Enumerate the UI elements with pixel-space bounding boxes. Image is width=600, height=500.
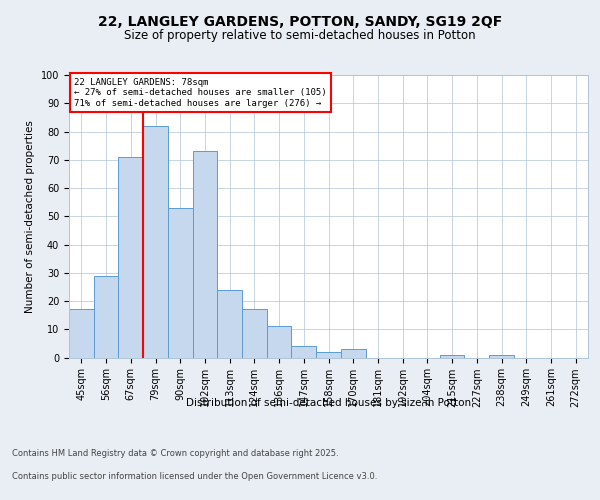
- Bar: [193, 152, 217, 358]
- Bar: [118, 157, 143, 358]
- Bar: [440, 354, 464, 358]
- Bar: [217, 290, 242, 358]
- Bar: [341, 349, 365, 358]
- Bar: [267, 326, 292, 358]
- Y-axis label: Number of semi-detached properties: Number of semi-detached properties: [25, 120, 35, 312]
- Bar: [69, 310, 94, 358]
- Bar: [168, 208, 193, 358]
- Text: Size of property relative to semi-detached houses in Potton: Size of property relative to semi-detach…: [124, 30, 476, 43]
- Text: 22, LANGLEY GARDENS, POTTON, SANDY, SG19 2QF: 22, LANGLEY GARDENS, POTTON, SANDY, SG19…: [98, 16, 502, 30]
- Text: Distribution of semi-detached houses by size in Potton: Distribution of semi-detached houses by …: [186, 398, 472, 407]
- Bar: [242, 310, 267, 358]
- Text: Contains public sector information licensed under the Open Government Licence v3: Contains public sector information licen…: [12, 472, 377, 481]
- Bar: [316, 352, 341, 358]
- Bar: [94, 276, 118, 357]
- Text: Contains HM Land Registry data © Crown copyright and database right 2025.: Contains HM Land Registry data © Crown c…: [12, 448, 338, 458]
- Bar: [292, 346, 316, 358]
- Bar: [143, 126, 168, 358]
- Bar: [489, 354, 514, 358]
- Text: 22 LANGLEY GARDENS: 78sqm
← 27% of semi-detached houses are smaller (105)
71% of: 22 LANGLEY GARDENS: 78sqm ← 27% of semi-…: [74, 78, 327, 108]
